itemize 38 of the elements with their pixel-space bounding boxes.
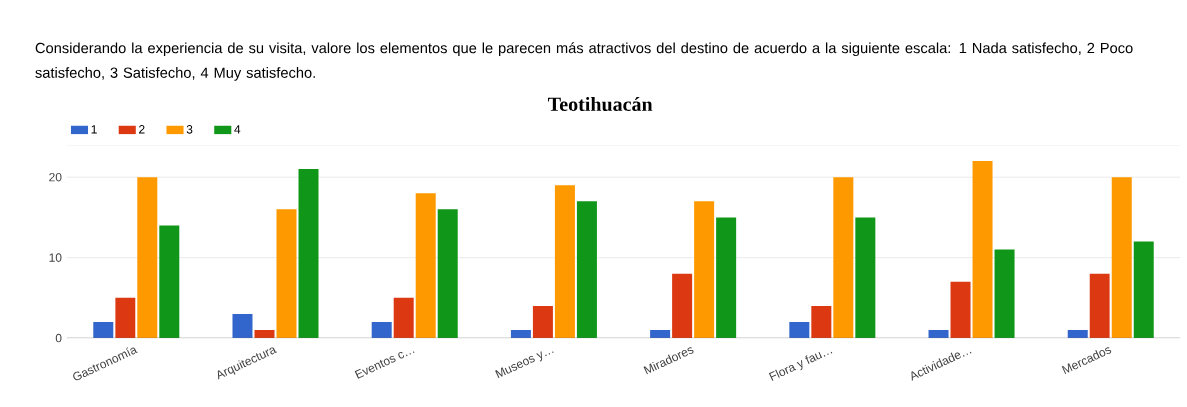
bar: [833, 177, 854, 339]
y-tick-label: 10: [49, 253, 62, 262]
chart-title: Considerando la experiencia de su visita, valore los elementos que le parecen más atractivos del destino de acuerdo a la siguiente escala: 1 Nada satisfecho, 2 Poco satisfecho, 3 Satisfecho, 4 Muy satisfecho.: [35, 42, 1133, 81]
bar: [137, 177, 158, 339]
bar: [855, 217, 876, 339]
bar: [716, 217, 737, 339]
legend-label: 1: [91, 125, 97, 134]
bar: [1111, 177, 1132, 339]
bar: [254, 330, 275, 339]
bar: [276, 209, 297, 339]
chart-subtitle: Teotihuacán: [548, 97, 653, 112]
bar: [576, 201, 597, 339]
y-tick-label: 0: [55, 333, 62, 343]
bar: [994, 249, 1015, 339]
legend-label: 3: [186, 125, 193, 134]
bar: [972, 161, 993, 339]
bar: [532, 306, 553, 339]
bar: [159, 225, 180, 339]
bar: [115, 297, 136, 339]
y-tick-label: 20: [49, 173, 62, 182]
bar: [415, 193, 436, 339]
bar: [93, 322, 114, 339]
bar: [694, 201, 715, 339]
bar: [554, 185, 575, 339]
legend-label: 2: [139, 125, 145, 134]
bar: [437, 209, 458, 339]
bar: [672, 273, 693, 339]
legend-label: 4: [234, 125, 241, 134]
bar: [371, 322, 392, 339]
bar: [950, 281, 971, 339]
bar: [232, 314, 253, 339]
bar: [1133, 241, 1154, 339]
bar: [811, 306, 832, 339]
x-tick-label: Flora y fau…: [768, 351, 833, 381]
bar: [393, 297, 414, 339]
bar: [789, 322, 810, 339]
bar: [298, 169, 319, 339]
bar: [1089, 273, 1110, 339]
